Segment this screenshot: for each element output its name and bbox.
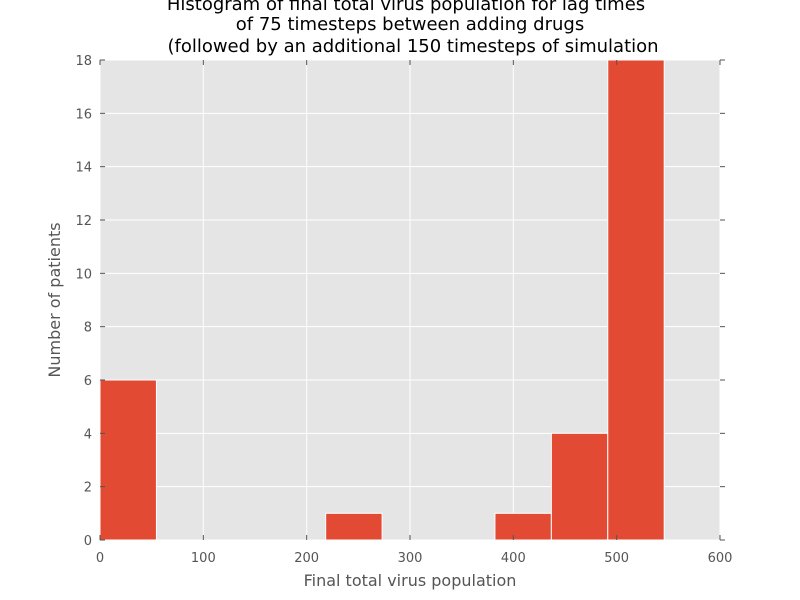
y-tick-label: 18 xyxy=(75,54,92,69)
x-tick-label: 0 xyxy=(96,551,104,566)
x-tick-label: 500 xyxy=(604,551,629,566)
y-tick-label: 6 xyxy=(84,374,92,389)
chart-title-line-1: Histogram of final total virus populatio… xyxy=(167,0,645,15)
histogram-bar xyxy=(494,512,552,541)
y-tick-label: 12 xyxy=(75,214,92,229)
x-tick-label: 200 xyxy=(294,551,319,566)
y-tick-label: 2 xyxy=(84,481,92,496)
y-tick-label: 0 xyxy=(84,534,92,549)
x-tick-label: 400 xyxy=(501,551,526,566)
axis-ticks: 0 100 200 300 400 500 600 0 2 4 6 8 10 12 14 16 18 xyxy=(75,54,732,566)
histogram-bar xyxy=(550,432,609,541)
x-tick-label: 100 xyxy=(191,551,216,566)
y-tick-label: 14 xyxy=(75,161,92,176)
histogram-bar xyxy=(99,379,157,541)
y-tick-label: 16 xyxy=(75,107,92,122)
x-axis-label: Final total virus population xyxy=(304,571,517,590)
y-tick-label: 10 xyxy=(75,267,92,282)
chart-title: Histogram of final total virus populatio… xyxy=(167,0,659,57)
y-tick-label: 4 xyxy=(84,427,92,442)
y-axis-label: Number of patients xyxy=(45,222,64,377)
chart-title-line-3: (followed by an additional 150 timesteps… xyxy=(167,36,658,57)
histogram-bars xyxy=(99,59,665,541)
y-tick-label: 8 xyxy=(84,321,92,336)
histogram-bar xyxy=(607,59,665,541)
x-tick-label: 600 xyxy=(708,551,733,566)
x-tick-label: 300 xyxy=(398,551,423,566)
histogram-bar xyxy=(325,512,383,541)
chart-title-line-2: of 75 timesteps between adding drugs xyxy=(236,14,584,35)
